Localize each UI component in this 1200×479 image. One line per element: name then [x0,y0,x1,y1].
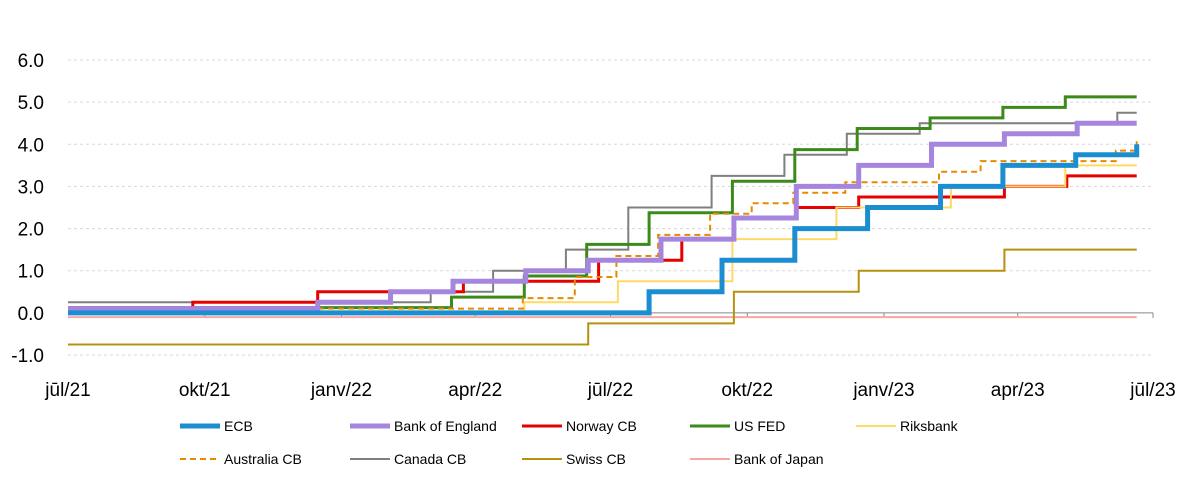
legend-label: Norway CB [566,418,637,434]
y-tick-label: 1.0 [18,262,44,283]
legend-label: Canada CB [394,451,466,467]
x-tick-label: janv/22 [310,380,372,401]
legend-label: ECB [224,418,253,434]
y-tick-label: 6.0 [18,51,44,72]
x-tick-label: apr/22 [448,380,502,401]
x-tick-label: jūl/21 [44,380,90,401]
x-tick-label: okt/21 [179,380,231,401]
legend-item-us-fed: US FED [690,418,785,434]
x-tick-label: janv/23 [852,380,914,401]
legend-item-australia-cb: Australia CB [180,451,302,467]
legend: ECB Bank of England Norway CB US FED Riksban… [180,418,959,467]
series-line-bank-of-england [68,120,1137,312]
grid-lines [68,59,1153,356]
series-layer [68,95,1140,346]
legend-item-riksbank: Riksbank [856,418,959,434]
series-line-canada-cb [68,111,1137,304]
y-tick-label: 2.0 [18,220,44,241]
legend-item-bank-of-england: Bank of England [350,418,497,434]
legend-item-canada-cb: Canada CB [350,451,466,467]
series-line-us-fed [68,95,1137,310]
y-tick-label: -1.0 [11,346,44,367]
legend-item-bank-of-japan: Bank of Japan [690,451,824,467]
y-tick-label: 4.0 [18,135,44,156]
legend-label: Riksbank [900,418,959,434]
y-tick-label: 5.0 [18,93,44,114]
y-tick-label: 3.0 [18,177,44,198]
series-line-australia-cb [68,140,1138,310]
legend-label: Swiss CB [566,451,626,467]
legend-label: Australia CB [224,451,302,467]
legend-label: US FED [734,418,785,434]
series-line-swiss-cb [68,248,1137,346]
x-tick-label: apr/23 [991,380,1045,401]
legend-label: Bank of Japan [734,451,824,467]
legend-item-norway-cb: Norway CB [522,418,637,434]
y-axis: -1.0 0.0 1.0 2.0 3.0 4.0 5.0 6.0 [11,51,44,367]
legend-item-ecb: ECB [180,418,253,434]
x-tick-label: jūl/22 [587,380,633,401]
x-tick-label: jūl/23 [1129,380,1175,401]
series-line-ecb [68,144,1140,316]
x-tick-label: okt/22 [721,380,773,401]
legend-item-swiss-cb: Swiss CB [522,451,626,467]
y-tick-label: 0.0 [18,304,44,325]
x-axis: jūl/21 okt/21 janv/22 apr/22 jūl/22 okt/22 jan… [44,312,1176,401]
series-line-riksbank [68,164,1137,314]
legend-label: Bank of England [394,418,497,434]
